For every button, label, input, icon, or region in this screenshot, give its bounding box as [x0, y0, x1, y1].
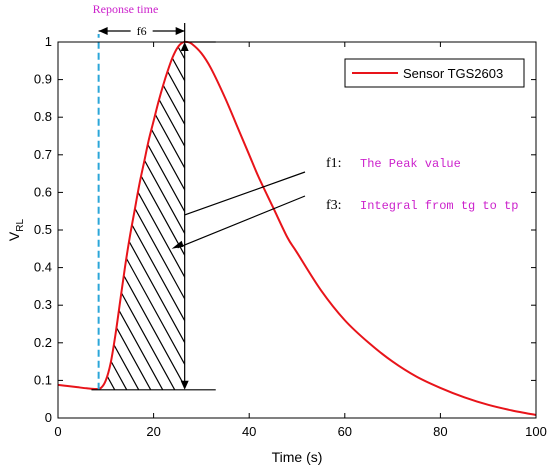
f3-key: f3:: [326, 198, 342, 213]
f1-key: f1:: [326, 156, 342, 171]
f6-arrow-left-icon: [98, 27, 108, 35]
f6-label: f6: [137, 24, 147, 38]
f3-text: Integral from tg to tp: [360, 199, 518, 213]
y-tick-label: 1: [45, 34, 52, 49]
hatch-line: [103, 42, 185, 390]
hatch-line: [150, 42, 185, 390]
f6-arrow-right-icon: [175, 27, 185, 35]
x-tick-label: 80: [433, 424, 447, 439]
series-layer: [57, 40, 537, 416]
x-tick-label: 20: [146, 424, 160, 439]
x-axis-label: Time (s): [272, 449, 323, 465]
legend-entry-label: Sensor TGS2603: [403, 66, 503, 81]
y-tick-label: 0.5: [34, 222, 52, 237]
y-axis-label-sub: RL: [15, 219, 26, 232]
annotation-layer: Reponse time f6 f1: The Peak value f3: Integr…: [91, 2, 518, 391]
hatch-line: [103, 42, 185, 390]
f6-label-bg: [130, 23, 153, 37]
y-tick-label: 0: [45, 410, 52, 425]
svg-text:VRL: VRL: [6, 219, 26, 242]
hatch-line: [103, 42, 185, 390]
peak-arrow-down-icon: [180, 380, 189, 390]
hatch-line: [103, 42, 185, 390]
y-tick-label: 0.8: [34, 109, 52, 124]
hatch-line: [103, 42, 152, 390]
y-tick-label: 0.3: [34, 297, 52, 312]
f3-pointer-line: [177, 195, 306, 249]
y-axis-label-main: V: [6, 231, 22, 241]
y-tick-label: 0.1: [34, 372, 52, 387]
x-tick-label: 60: [338, 424, 352, 439]
x-tick-label: 40: [242, 424, 256, 439]
x-tick-label: 100: [525, 424, 547, 439]
response-time-label: Reponse time: [93, 2, 159, 16]
legend: Sensor TGS2603: [344, 58, 525, 88]
f1-text: The Peak value: [360, 157, 461, 171]
y-tick-label: 0.9: [34, 72, 52, 87]
x-tick-label: 0: [54, 424, 61, 439]
f3-arrow-icon: [171, 240, 184, 249]
y-axis-ticks: 0 0.1 0.2 0.3 0.4 0.5 0.6 0.7 0.8 0.9 1: [34, 34, 536, 425]
y-tick-label: 0.2: [34, 335, 52, 350]
y-tick-label: 0.4: [34, 260, 52, 275]
hatch-line: [103, 42, 185, 390]
y-tick-label: 0.6: [34, 184, 52, 199]
f1-pointer-line: [184, 171, 306, 216]
y-tick-label: 0.7: [34, 147, 52, 162]
hatch-line: [138, 42, 185, 390]
hatch-line: [103, 42, 164, 390]
y-axis-label: VRL: [6, 219, 26, 242]
peak-arrow-up-icon: [180, 42, 189, 51]
hatch-line: [103, 42, 176, 390]
x-axis-ticks: 0 20 40 60 80 100: [54, 42, 547, 439]
series-line-sensor-tgs2603: [57, 40, 537, 416]
